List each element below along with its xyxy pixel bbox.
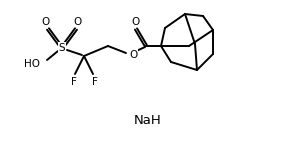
Text: O: O — [74, 17, 82, 27]
Text: S: S — [59, 43, 65, 53]
Text: HO: HO — [24, 59, 40, 69]
Text: NaH: NaH — [134, 114, 162, 127]
Text: O: O — [129, 50, 137, 60]
Text: F: F — [71, 77, 77, 87]
Text: O: O — [131, 17, 139, 27]
Text: O: O — [42, 17, 50, 27]
Text: F: F — [92, 77, 98, 87]
